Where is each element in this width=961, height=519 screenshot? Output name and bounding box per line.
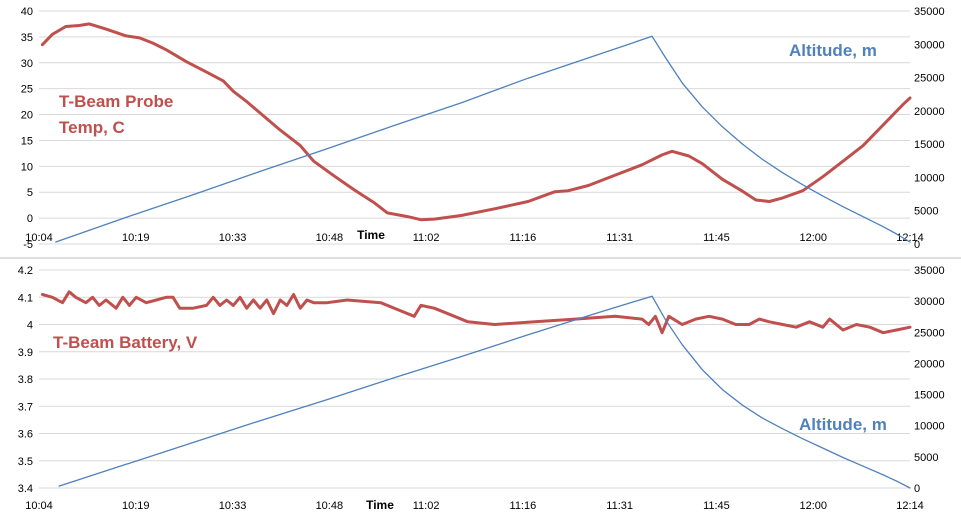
battery-right-axis: 0 5000 10000 15000 20000 25000 30000 35000 <box>914 265 945 495</box>
battery-x-tick-label: 10:48 <box>316 500 344 512</box>
battery-right-tick-label: 15000 <box>914 390 945 402</box>
temperature-left-tick-label: 10 <box>21 161 33 173</box>
temperature-x-tick-label: 11:02 <box>413 232 440 244</box>
battery-left-tick-label: 3.7 <box>18 401 33 413</box>
temperature-x-axis-title: Time <box>357 228 385 242</box>
battery-x-tick-label: 10:33 <box>219 500 247 512</box>
battery-gridlines <box>39 269 910 489</box>
battery-left-tick-label: 4.2 <box>18 265 33 277</box>
altitude-annotation-top: Altitude, m <box>789 41 877 60</box>
temperature-left-tick-label: 0 <box>27 213 33 225</box>
temperature-left-tick-label: 25 <box>21 84 33 96</box>
temperature-right-tick-label: 5000 <box>914 206 938 218</box>
battery-x-axis-title: Time <box>366 498 394 512</box>
temperature-x-tick-label: 10:48 <box>316 232 344 244</box>
temperature-left-tick-label: 35 <box>21 32 33 44</box>
battery-x-tick-label: 10:04 <box>25 500 53 512</box>
battery-x-tick-label: 11:31 <box>606 500 633 512</box>
temperature-left-tick-label: 40 <box>21 6 33 18</box>
temperature-left-tick-label: 20 <box>21 110 33 122</box>
battery-series <box>40 290 912 489</box>
battery-x-tick-label: 12:00 <box>799 500 827 512</box>
battery-x-tick-label: 11:45 <box>703 500 730 512</box>
temperature-x-tick-label: 11:31 <box>606 232 633 244</box>
battery-right-tick-label: 5000 <box>914 452 938 464</box>
battery-right-tick-label: 35000 <box>914 265 945 277</box>
temperature-x-tick-label: 12:14 <box>896 232 924 244</box>
battery-left-tick-label: 3.9 <box>18 347 33 359</box>
battery-left-tick-label: 4.1 <box>18 292 33 304</box>
battery-left-tick-label: 3.6 <box>18 429 33 441</box>
temperature-chart: -5 0 5 10 15 20 25 30 35 40 0 5000 10000 15000 20000 2… <box>21 6 945 251</box>
temperature-x-tick-label: 10:04 <box>25 232 53 244</box>
temperature-annotation-line2: Temp, C <box>59 118 125 137</box>
battery-series-line <box>40 290 912 335</box>
temperature-left-tick-label: 5 <box>27 187 33 199</box>
temperature-right-tick-label: 20000 <box>914 106 945 118</box>
battery-x-tick-label: 10:19 <box>122 500 150 512</box>
temperature-right-tick-label: 30000 <box>914 39 945 51</box>
battery-right-tick-label: 0 <box>914 483 920 495</box>
temperature-left-axis: -5 0 5 10 15 20 25 30 35 40 <box>21 6 33 251</box>
temperature-altitude-line <box>55 35 911 243</box>
temperature-x-tick-label: 11:45 <box>703 232 730 244</box>
altitude-annotation-bottom: Altitude, m <box>799 415 887 434</box>
temperature-right-tick-label: 15000 <box>914 139 945 151</box>
battery-left-tick-label: 3.4 <box>18 483 33 495</box>
battery-x-tick-label: 11:02 <box>413 500 440 512</box>
temperature-x-axis: 10:04 10:19 10:33 10:48 11:02 11:16 11:31 11:45… <box>25 232 924 244</box>
temperature-left-tick-label: -5 <box>23 239 33 251</box>
battery-annotation: T-Beam Battery, V <box>53 333 198 352</box>
temperature-series-line <box>40 22 912 222</box>
temperature-gridlines <box>39 10 910 245</box>
temperature-right-tick-label: 35000 <box>914 6 945 18</box>
battery-x-axis: 10:04 10:19 10:33 10:48 11:02 11:16 11:31 11:45… <box>25 500 924 512</box>
temperature-right-tick-label: 0 <box>914 239 920 251</box>
battery-right-tick-label: 30000 <box>914 296 945 308</box>
battery-left-tick-label: 4 <box>27 320 33 332</box>
temperature-x-tick-label: 11:16 <box>510 232 537 244</box>
temperature-annotation-line1: T-Beam Probe <box>59 92 173 111</box>
battery-left-axis: 3.4 3.5 3.6 3.7 3.8 3.9 4 4.1 4.2 <box>18 265 33 495</box>
temperature-series <box>40 22 912 243</box>
battery-altitude-line <box>58 295 911 489</box>
battery-left-tick-label: 3.5 <box>18 456 33 468</box>
battery-right-tick-label: 20000 <box>914 358 945 370</box>
battery-x-tick-label: 11:16 <box>510 500 537 512</box>
battery-chart: 3.4 3.5 3.6 3.7 3.8 3.9 4 4.1 4.2 0 5000 10000 1500… <box>18 265 945 512</box>
battery-left-tick-label: 3.8 <box>18 374 33 386</box>
temperature-right-tick-label: 10000 <box>914 172 945 184</box>
battery-right-tick-label: 25000 <box>914 327 945 339</box>
battery-right-tick-label: 10000 <box>914 421 945 433</box>
temperature-left-tick-label: 15 <box>21 135 33 147</box>
temperature-right-tick-label: 25000 <box>914 73 945 85</box>
battery-x-tick-label: 12:14 <box>896 500 924 512</box>
temperature-x-tick-label: 10:33 <box>219 232 247 244</box>
temperature-x-tick-label: 10:19 <box>122 232 150 244</box>
temperature-x-tick-label: 12:00 <box>799 232 827 244</box>
temperature-left-tick-label: 30 <box>21 58 33 70</box>
temperature-right-axis: 0 5000 10000 15000 20000 25000 30000 35000 <box>914 6 945 251</box>
